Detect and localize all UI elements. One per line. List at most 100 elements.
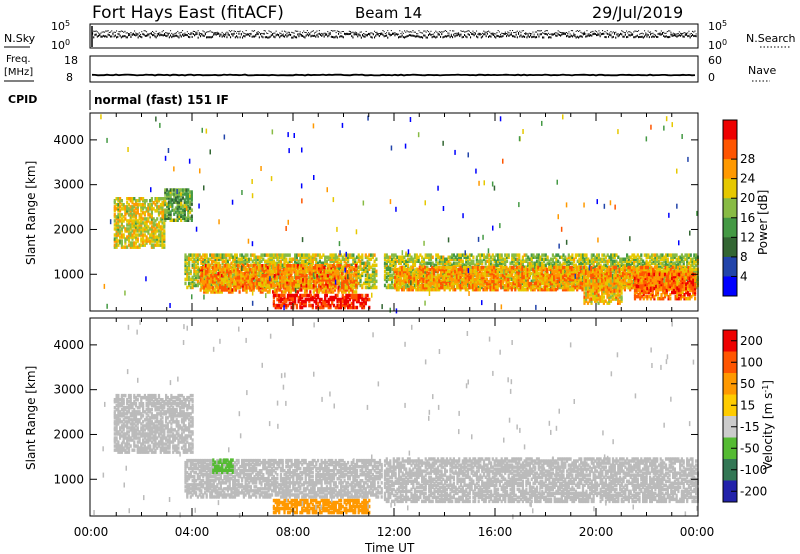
power-cell — [226, 280, 229, 284]
noise-point — [618, 34, 620, 37]
power-cell — [304, 299, 307, 304]
noise-point — [431, 36, 433, 39]
power-cell — [403, 259, 406, 263]
power-cell — [341, 275, 344, 280]
power-cell — [214, 257, 217, 261]
noise-point — [514, 32, 516, 34]
noise-point — [532, 31, 534, 33]
power-cell — [113, 213, 116, 217]
noise-point — [543, 36, 545, 39]
power-cell — [405, 283, 408, 288]
power-cell — [238, 284, 241, 288]
power-cell — [120, 207, 123, 211]
power-cell — [436, 261, 440, 265]
power-cell — [281, 293, 284, 298]
noise-point — [590, 34, 592, 37]
power-cell — [392, 271, 395, 276]
power-cell — [359, 303, 362, 308]
power-cell — [115, 231, 118, 235]
power-cell — [196, 269, 199, 274]
noise-point — [185, 34, 187, 37]
power-cell — [283, 259, 286, 263]
power-cell — [435, 253, 438, 257]
power-cell — [345, 293, 348, 298]
power-cell — [211, 290, 215, 294]
power-cell — [124, 229, 127, 233]
power-cell — [249, 280, 252, 284]
noise-point — [491, 33, 493, 36]
noise-point — [185, 33, 187, 35]
noise-point — [417, 35, 419, 38]
noise-point — [600, 33, 602, 35]
power-cell — [421, 255, 424, 259]
power-cell — [226, 259, 229, 263]
power-cell — [174, 190, 177, 194]
noise-point — [615, 31, 617, 33]
power-cell — [176, 202, 179, 206]
power-cell — [195, 259, 198, 263]
noise-point — [513, 35, 515, 38]
power-cell — [325, 293, 328, 298]
power-cell — [219, 268, 222, 272]
power-cell — [244, 261, 247, 265]
power-cell — [238, 278, 241, 282]
noise-point — [254, 30, 256, 32]
noise-point — [528, 32, 530, 34]
power-cell — [315, 259, 318, 263]
power-cell — [226, 282, 229, 286]
noise-point — [111, 35, 113, 38]
power-cell — [186, 273, 189, 278]
power-cell — [304, 293, 307, 298]
noise-point — [173, 35, 175, 38]
power-cell — [413, 255, 417, 259]
power-cell — [307, 266, 310, 270]
power-cell — [326, 268, 329, 272]
power-cell — [272, 284, 275, 288]
power-cell — [233, 261, 237, 265]
power-cell — [138, 227, 141, 231]
power-cell — [184, 281, 187, 286]
noise-point — [369, 32, 371, 34]
noise-point — [522, 35, 524, 38]
power-cell — [447, 263, 450, 267]
power-cell — [412, 281, 415, 286]
power-cell — [343, 263, 346, 267]
power-cell — [323, 286, 326, 290]
power-cell — [127, 203, 131, 207]
noise-point — [356, 32, 358, 34]
power-cell — [219, 264, 222, 268]
power-cell — [429, 253, 433, 257]
noise-point — [442, 36, 444, 39]
power-cell — [316, 290, 319, 294]
noise-point — [435, 36, 437, 39]
power-cell — [389, 269, 392, 274]
power-cell — [216, 257, 219, 261]
power-cell — [295, 257, 298, 261]
power-cell — [408, 285, 411, 290]
power-cell — [210, 270, 213, 274]
power-cell — [442, 257, 445, 261]
power-cell — [233, 284, 236, 288]
power-cell — [120, 221, 123, 225]
power-cell — [385, 263, 388, 267]
power-cell — [410, 269, 413, 274]
noise-point — [206, 36, 208, 39]
noise-point — [102, 31, 104, 33]
noise-point — [477, 33, 479, 35]
noise-point — [293, 35, 295, 38]
power-cell — [424, 255, 427, 259]
power-cell — [143, 229, 146, 233]
power-cell — [154, 239, 157, 243]
power-cell — [265, 284, 268, 288]
power-cell — [317, 301, 320, 306]
power-cell — [344, 288, 347, 292]
power-cell — [366, 297, 369, 302]
power-cell — [355, 284, 358, 288]
power-cell — [127, 237, 131, 241]
power-cell — [203, 280, 206, 284]
power-cell — [357, 281, 360, 286]
power-cell — [405, 261, 408, 265]
noise-point — [141, 36, 143, 39]
power-cell — [253, 257, 256, 261]
power-cell — [203, 290, 206, 294]
